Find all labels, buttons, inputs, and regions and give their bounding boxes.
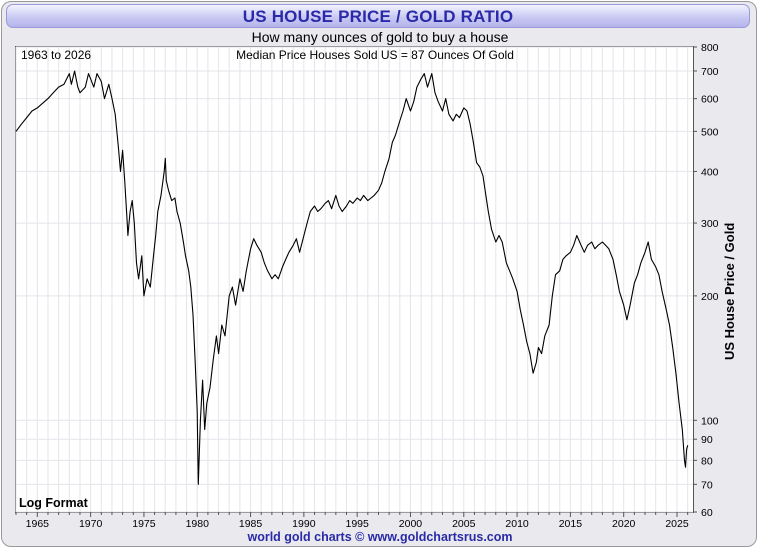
y-tick-label: 600 (701, 94, 719, 106)
y-tick-label: 80 (701, 455, 713, 467)
x-tick-label: 1965 (26, 518, 50, 530)
y-tick-label: 300 (701, 218, 719, 230)
x-tick-label: 2005 (452, 518, 476, 530)
x-tick-label: 1995 (345, 518, 369, 530)
x-tick-label: 1975 (132, 518, 156, 530)
x-tick-label: 2015 (559, 518, 583, 530)
annotation-current-value: Median Price Houses Sold US = 87 Ounces … (236, 48, 514, 62)
annotation-date-range: 1963 to 2026 (21, 48, 91, 62)
y-tick-label: 60 (701, 507, 713, 519)
y-tick-label: 700 (701, 66, 719, 78)
x-tick-label: 2000 (399, 518, 423, 530)
y-tick-label: 500 (701, 126, 719, 138)
x-tick-label: 1990 (292, 518, 316, 530)
x-tick-label: 1970 (79, 518, 103, 530)
x-tick-label: 1985 (239, 518, 263, 530)
x-tick-label: 2010 (505, 518, 529, 530)
series-line (15, 70, 689, 485)
x-tick-label: 2025 (665, 518, 689, 530)
x-axis-ticks: 1965 1970 1975 1980 1985 1990 1995 2000 2005 2010… (15, 512, 689, 530)
y-tick-label: 800 (701, 42, 719, 54)
y-axis-ticks: 60 70 80 90 100 200 300 400 500 600 700 800 (693, 42, 719, 519)
y-tick-label: 100 (701, 415, 719, 427)
grid-lines (15, 46, 693, 513)
footer-credit: world gold charts © www.goldchartsrus.co… (247, 530, 513, 544)
x-tick-label: 1980 (186, 518, 210, 530)
y-axis-label: US House Price / Gold (722, 222, 737, 360)
x-tick-label: 2020 (612, 518, 636, 530)
y-tick-label: 200 (701, 291, 719, 303)
y-tick-label: 70 (701, 479, 713, 491)
y-tick-label: 90 (701, 434, 713, 446)
annotation-log-format: Log Format (19, 496, 89, 510)
chart-subtitle: How many ounces of gold to buy a house (251, 29, 509, 45)
chart-title: US HOUSE PRICE / GOLD RATIO (6, 4, 750, 28)
y-tick-label: 400 (701, 166, 719, 178)
